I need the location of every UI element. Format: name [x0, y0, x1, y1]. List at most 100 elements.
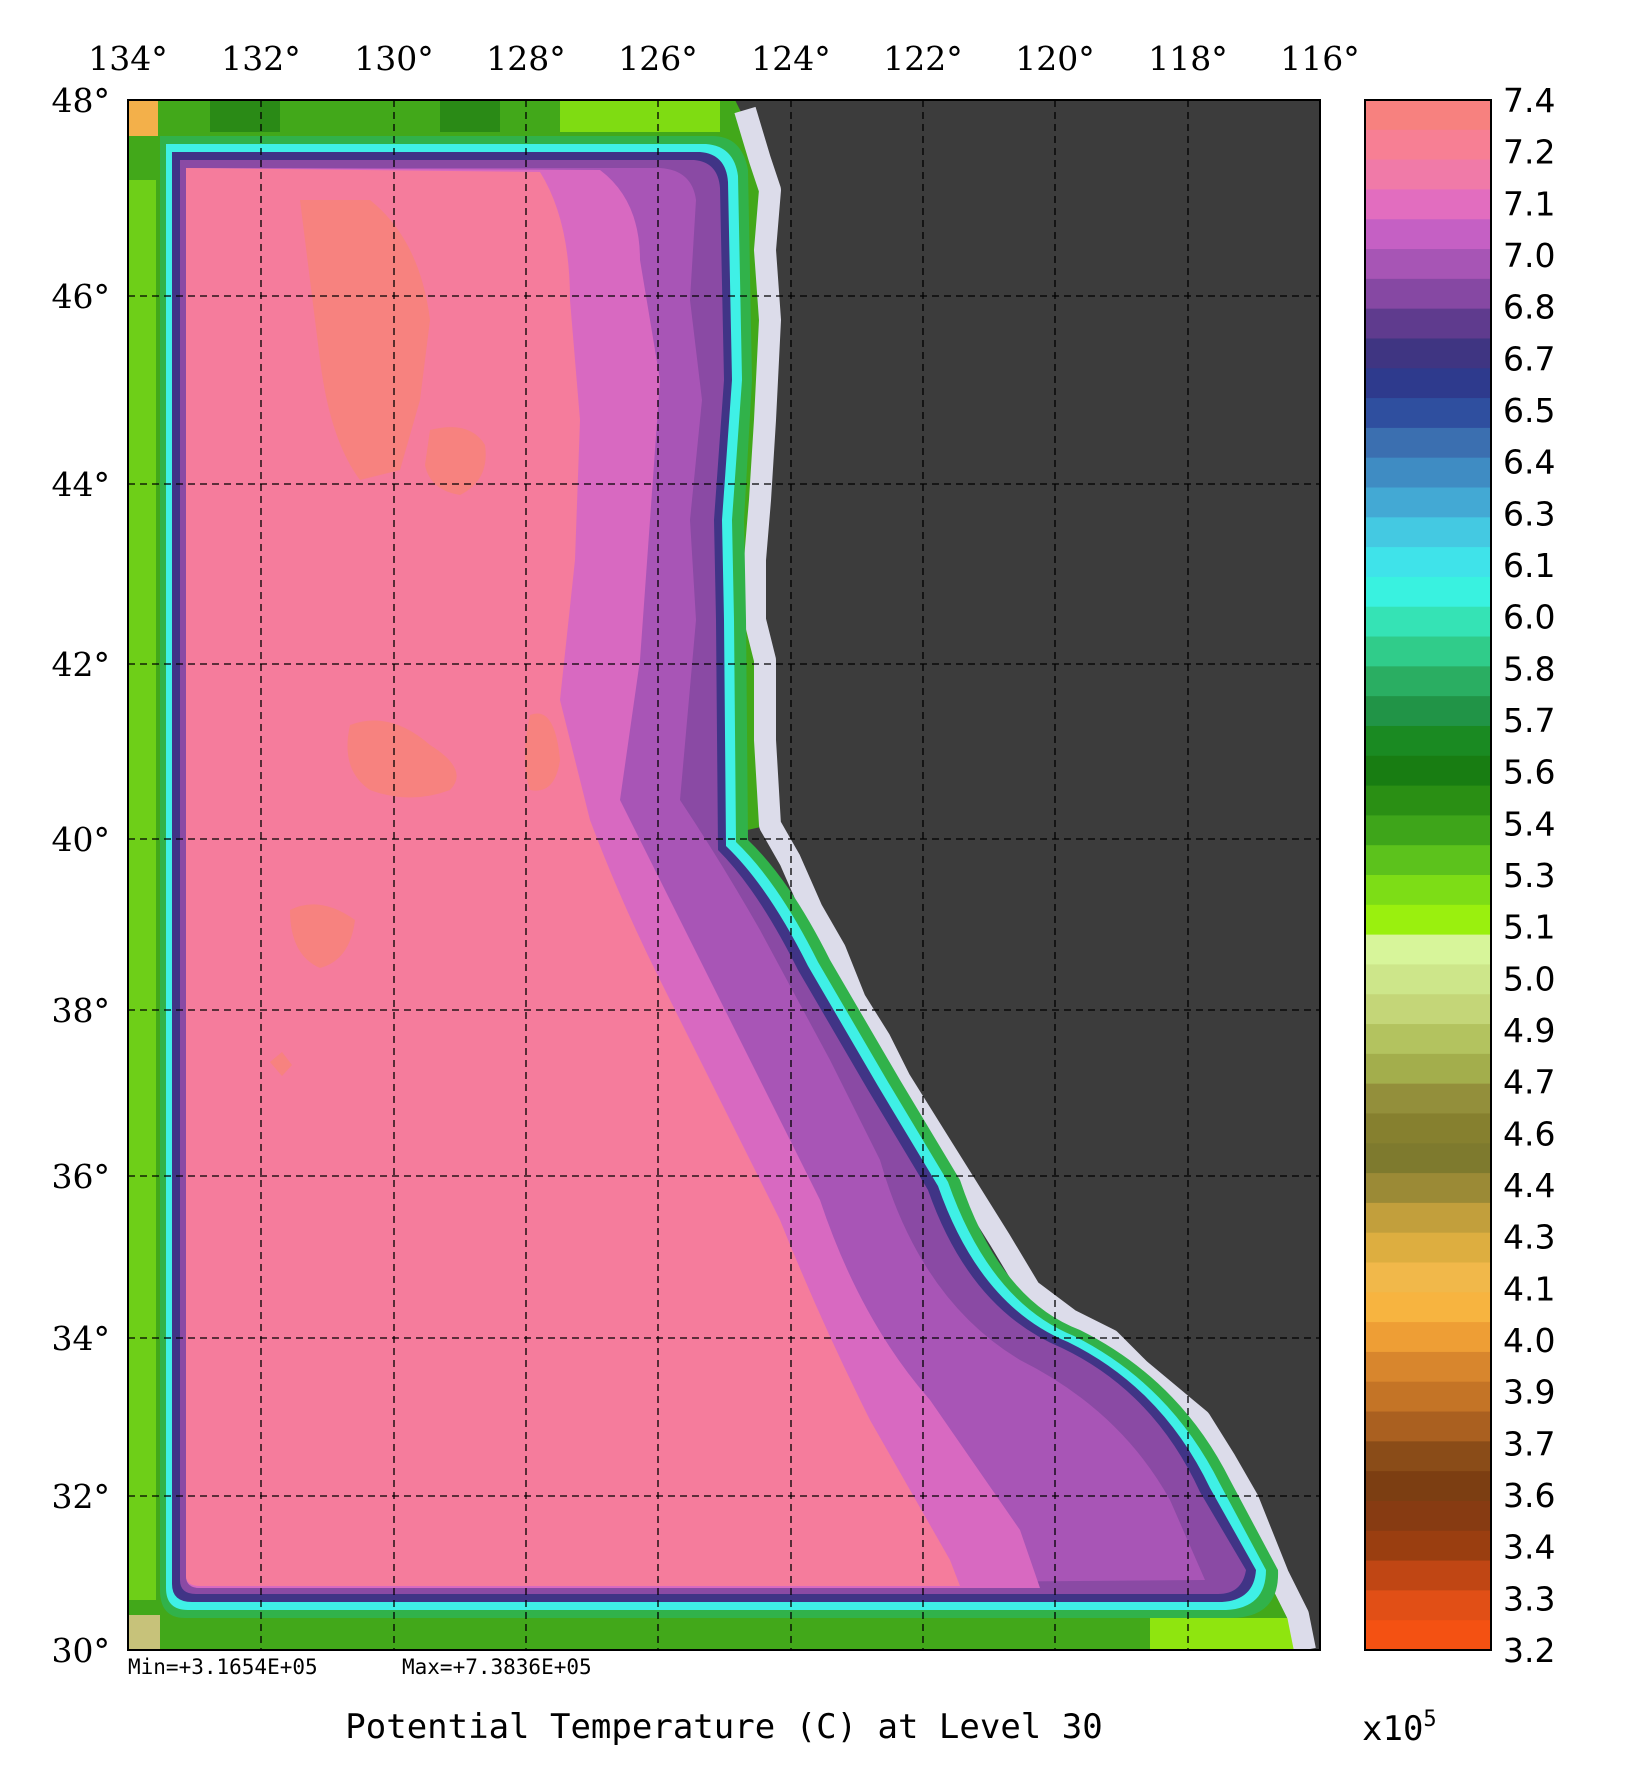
colorbar-swatch: [1365, 189, 1491, 220]
map-frame: [127, 99, 1321, 1651]
colorbar-swatch: [1365, 159, 1491, 191]
colorbar-swatch: [1365, 1053, 1491, 1085]
colorbar-swatch: [1365, 1500, 1491, 1532]
boundary-frame-bright-top: [560, 100, 720, 132]
colorbar-tick-label: 7.0: [1503, 236, 1555, 275]
colorbar-swatch: [1365, 815, 1491, 846]
lat-label: 42°: [52, 645, 111, 684]
corner-orange: [128, 100, 158, 136]
colorbar-swatch: [1365, 249, 1491, 280]
colorbar-tick-label: 3.4: [1503, 1528, 1555, 1567]
colorbar-swatch: [1365, 100, 1491, 131]
graticule: [128, 100, 1320, 1650]
warm-patch-39: [290, 904, 355, 968]
latitude-labels: 48° 46° 44° 42° 40° 38° 36° 34° 32° 30°: [52, 81, 111, 1670]
colorbar-tick-label: 3.3: [1503, 1579, 1555, 1618]
lat-label: 44°: [52, 465, 111, 504]
boundary-frame-bright-left: [128, 180, 156, 1600]
colorbar-swatch: [1365, 1202, 1491, 1234]
colorbar-tick-label: 6.8: [1503, 288, 1555, 327]
colorbar-tick-label: 3.2: [1503, 1631, 1555, 1670]
colorbar-swatch: [1365, 517, 1491, 548]
colorbar-tick-label: 3.7: [1503, 1424, 1555, 1463]
lat-label: 46°: [52, 277, 111, 316]
lon-label: 132°: [221, 39, 301, 78]
colorbar-swatch: [1365, 219, 1491, 250]
colorbar-swatch: [1365, 368, 1491, 399]
colorbar: [1365, 100, 1491, 1651]
colorbar-tick-label: 6.4: [1503, 443, 1555, 482]
colorbar-swatch: [1365, 1173, 1491, 1204]
coastline-fringe: [734, 106, 1316, 1650]
colorbar-swatch: [1365, 725, 1491, 757]
colorbar-swatch: [1365, 1143, 1491, 1174]
colorbar-swatch: [1365, 1620, 1491, 1651]
colorbar-tick-label: 4.9: [1503, 1011, 1555, 1050]
colorbar-tick-label: 7.1: [1503, 184, 1555, 223]
colorbar-tick-label: 5.7: [1503, 701, 1555, 740]
colorbar-tick-label: 4.0: [1503, 1321, 1555, 1360]
colorbar-labels: 7.4 7.2 7.1 7.0 6.8 6.7 6.5 6.4 6.3 6.1 6.0 5.8 5.7 5…: [1503, 81, 1555, 1670]
map-panel: [128, 100, 1320, 1650]
colorbar-swatch: [1365, 1351, 1491, 1383]
colorbar-swatch: [1365, 666, 1491, 697]
lat-label: 48°: [52, 81, 111, 120]
colorbar-multiplier: x105: [1362, 1707, 1437, 1749]
lon-label: 116°: [1280, 39, 1360, 78]
lon-label: 120°: [1015, 39, 1095, 78]
lat-label: 36°: [52, 1157, 111, 1196]
max-stat: Max=+7.3836E+05: [402, 1655, 592, 1679]
colorbar-swatch: [1365, 1292, 1491, 1323]
colorbar-swatch: [1365, 1083, 1491, 1115]
warm-patch-41a: [347, 720, 457, 798]
boundary-frame-dark-top: [210, 100, 280, 132]
colorbar-tick-label: 3.9: [1503, 1373, 1555, 1412]
colorbar-swatch: [1365, 398, 1491, 429]
colorbar-tick-label: 5.1: [1503, 908, 1555, 947]
colorbar-swatch: [1365, 1590, 1491, 1621]
colorbar-tick-label: 6.3: [1503, 494, 1555, 533]
colorbar-swatch: [1365, 845, 1491, 876]
colorbar-tick-label: 4.4: [1503, 1166, 1555, 1205]
plot-title: Potential Temperature (C) at Level 30: [345, 1707, 1102, 1747]
colorbar-swatch: [1365, 278, 1491, 310]
colorbar-swatch: [1365, 1113, 1491, 1144]
colorbar-swatch: [1365, 1232, 1491, 1264]
colorbar-swatch: [1365, 964, 1491, 995]
colorbar-tick-label: 5.4: [1503, 804, 1555, 843]
colorbar-tick-label: 5.6: [1503, 753, 1555, 792]
colorbar-tick-label: 4.3: [1503, 1218, 1555, 1257]
colorbar-swatch: [1365, 1530, 1491, 1562]
multiplier-base: x10: [1362, 1709, 1423, 1749]
colorbar-swatch: [1365, 338, 1491, 369]
corner-olive-bottom: [128, 1615, 160, 1650]
warm-patch-41b: [525, 713, 560, 791]
colorbar-tick-label: 6.1: [1503, 546, 1555, 585]
boundary-frame-dark-top2: [440, 100, 500, 132]
colorbar-swatch: [1365, 487, 1491, 518]
colorbar-swatch: [1365, 547, 1491, 578]
colorbar-swatch: [1365, 1560, 1491, 1591]
colorbar-swatch: [1365, 994, 1491, 1025]
colorbar-tick-label: 4.7: [1503, 1063, 1555, 1102]
lon-label: 128°: [486, 39, 566, 78]
boundary-frame-bright-bottom: [1150, 1618, 1300, 1650]
colorbar-tick-label: 4.1: [1503, 1269, 1555, 1308]
colorbar-swatch: [1365, 308, 1491, 340]
colorbar-swatch: [1365, 1024, 1491, 1055]
multiplier-exponent: 5: [1423, 1707, 1436, 1732]
colorbar-swatch: [1365, 129, 1491, 161]
colorbar-swatch: [1365, 1441, 1491, 1472]
warm-patch-north: [300, 200, 430, 480]
colorbar-tick-label: 3.6: [1503, 1476, 1555, 1515]
colorbar-tick-label: 5.0: [1503, 959, 1555, 998]
colorbar-swatch: [1365, 755, 1491, 787]
longitude-labels: 134° 132° 130° 128° 126° 124° 122° 120° …: [88, 39, 1360, 78]
colorbar-swatch: [1365, 457, 1491, 489]
colorbar-swatch: [1365, 1262, 1491, 1293]
colorbar-tick-label: 7.4: [1503, 81, 1555, 120]
colorbar-swatch: [1365, 1322, 1491, 1353]
colorbar-swatch: [1365, 904, 1491, 936]
colorbar-swatch: [1365, 636, 1491, 667]
